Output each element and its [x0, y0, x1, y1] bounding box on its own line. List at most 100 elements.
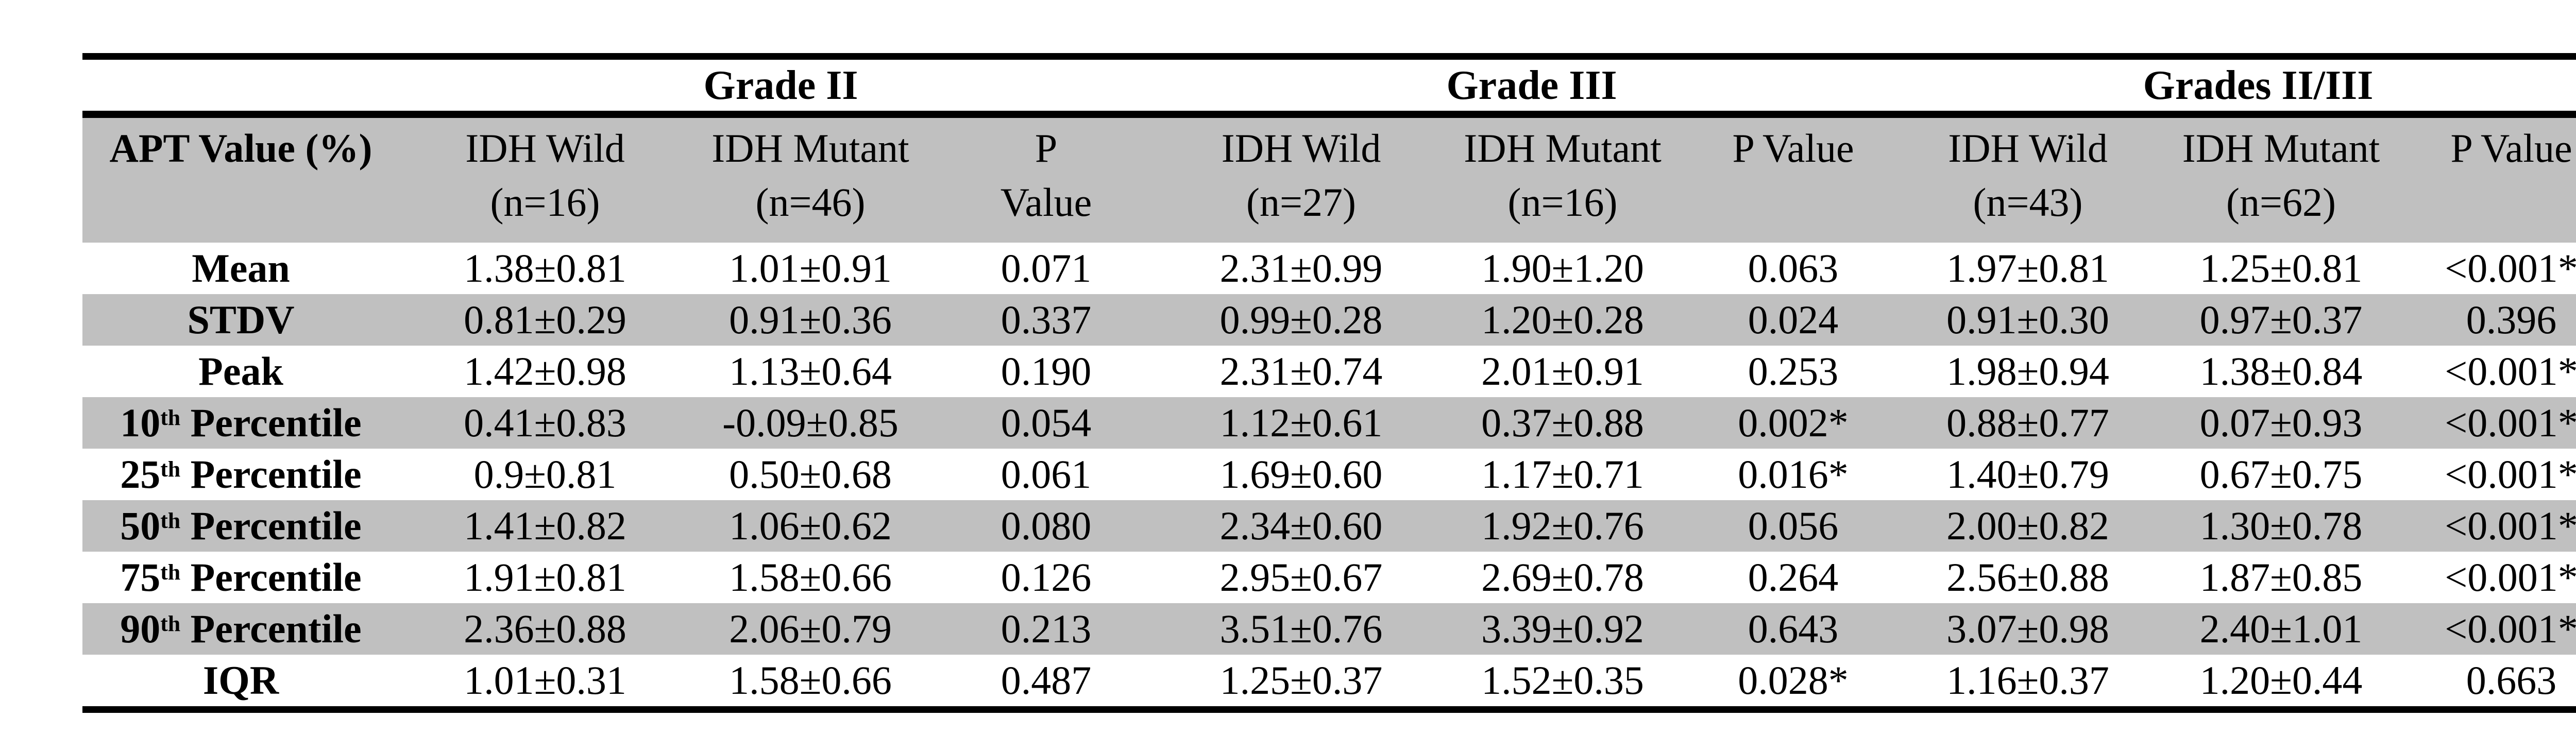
data-cell: 0.487	[930, 655, 1163, 713]
data-cell: 0.37±0.88	[1440, 397, 1686, 449]
data-cell: 2.00±0.82	[1901, 500, 2155, 552]
data-cell: 0.080	[930, 500, 1163, 552]
data-cell: 1.30±0.78	[2155, 500, 2408, 552]
row-label: 50th Percentile	[82, 500, 399, 552]
data-cell: 0.054	[930, 397, 1163, 449]
row-label: 90th Percentile	[82, 603, 399, 655]
data-cell: 0.81±0.29	[399, 294, 691, 346]
data-cell: 1.01±0.91	[729, 246, 892, 291]
data-cell: 0.97±0.37	[2155, 294, 2408, 346]
data-cell: 0.50±0.68	[729, 452, 892, 497]
data-cell: <0.001*	[2445, 555, 2576, 600]
data-cell: 2.06±0.79	[691, 603, 930, 655]
data-cell: 2.01±0.91	[1481, 349, 1644, 394]
data-cell: 1.58±0.66	[691, 655, 930, 713]
column-header-g3-p-value: P Value	[1685, 114, 1902, 243]
data-cell: 0.67±0.75	[2199, 452, 2363, 497]
column-header-apt-value: APT Value (%)	[82, 114, 399, 243]
data-cell: 1.40±0.79	[1946, 452, 2109, 497]
data-cell: 0.337	[930, 294, 1163, 346]
data-cell: 2.40±1.01	[2155, 603, 2408, 655]
data-cell: 2.95±0.67	[1219, 555, 1383, 600]
data-cell: 0.396	[2408, 294, 2576, 346]
data-cell: 1.97±0.81	[1946, 246, 2109, 291]
group-header-grades-2-3: Grades II/III	[1901, 56, 2576, 118]
data-cell: <0.001*	[2445, 452, 2576, 497]
data-cell: <0.001*	[2445, 246, 2576, 291]
column-header-g23-idh-wild: IDH Wild (n=43)	[1901, 114, 2155, 243]
data-cell: 1.12±0.61	[1162, 397, 1440, 449]
data-cell: 1.06±0.62	[691, 500, 930, 552]
data-cell: 1.98±0.94	[1946, 349, 2109, 394]
row-label: Mean	[192, 246, 290, 291]
row-label: 25th Percentile	[120, 452, 362, 497]
table-row-75th-percentile: 75th Percentile 1.91±0.81 1.58±0.66 0.12…	[82, 552, 2576, 603]
data-cell: 1.25±0.37	[1162, 655, 1440, 713]
data-cell: 1.38±0.81	[464, 246, 626, 291]
data-cell: 2.31±0.74	[1219, 349, 1383, 394]
data-cell: 0.024	[1685, 294, 1902, 346]
data-cell: 1.20±0.28	[1440, 294, 1686, 346]
data-cell: 0.663	[2408, 655, 2576, 713]
data-cell: 0.264	[1748, 555, 1839, 600]
data-cell: 0.016*	[1738, 452, 1849, 497]
table-row-stdv: STDV 0.81±0.29 0.91±0.36 0.337 0.99±0.28…	[82, 294, 2576, 346]
data-cell: 1.90±1.20	[1481, 246, 1644, 291]
data-cell: 0.91±0.36	[691, 294, 930, 346]
data-cell: 2.69±0.78	[1481, 555, 1644, 600]
data-cell: 0.061	[1001, 452, 1092, 497]
data-cell: -0.09±0.85	[691, 397, 930, 449]
data-cell: 1.69±0.60	[1219, 452, 1383, 497]
data-cell: 0.41±0.83	[399, 397, 691, 449]
data-cell: 3.51±0.76	[1162, 603, 1440, 655]
data-cell: 1.41±0.82	[399, 500, 691, 552]
grade-title-row: Grade II Grade III Grades II/III	[82, 56, 2576, 118]
data-cell: 0.9±0.81	[473, 452, 617, 497]
column-header-row: APT Value (%) IDH Wild (n=16) IDH Mutant(…	[82, 114, 2576, 243]
data-cell: 0.99±0.28	[1162, 294, 1440, 346]
column-header-g3-idh-wild: IDH Wild (n=27)	[1162, 114, 1440, 243]
table-row-10th-percentile: 10th Percentile 0.41±0.83 -0.09±0.85 0.0…	[82, 397, 2576, 449]
data-cell: 1.58±0.66	[729, 555, 892, 600]
data-cell: 1.42±0.98	[464, 349, 626, 394]
column-header-g23-p-value: P Value	[2408, 114, 2576, 243]
data-cell: 0.190	[1001, 349, 1092, 394]
column-header-g23-idh-mutant: IDH Mutant (n=62)	[2155, 114, 2408, 243]
data-cell: 1.87±0.85	[2199, 555, 2363, 600]
row-label: 75th Percentile	[120, 555, 362, 600]
group-header-grade-2: Grade II	[399, 56, 1163, 118]
data-cell: 2.56±0.88	[1946, 555, 2109, 600]
data-cell: 3.39±0.92	[1440, 603, 1686, 655]
data-cell: 0.002*	[1685, 397, 1902, 449]
table-row-90th-percentile: 90th Percentile 2.36±0.88 2.06±0.79 0.21…	[82, 603, 2576, 655]
table-row-iqr: IQR 1.01±0.31 1.58±0.66 0.487 1.25±0.37 …	[82, 655, 2576, 713]
data-cell: 2.31±0.99	[1219, 246, 1383, 291]
data-cell: <0.001*	[2408, 603, 2576, 655]
table-row-50th-percentile: 50th Percentile 1.41±0.82 1.06±0.62 0.08…	[82, 500, 2576, 552]
table-row-mean: Mean 1.38±0.81 1.01±0.91 0.071 2.31±0.99…	[82, 243, 2576, 294]
data-cell: <0.001*	[2445, 349, 2576, 394]
data-cell: 0.253	[1748, 349, 1839, 394]
data-cell: 3.07±0.98	[1901, 603, 2155, 655]
data-cell: 1.38±0.84	[2199, 349, 2363, 394]
data-cell: 0.88±0.77	[1901, 397, 2155, 449]
data-cell: 1.17±0.71	[1481, 452, 1644, 497]
column-header-g3-idh-mutant: IDH Mutant (n=16)	[1440, 114, 1686, 243]
data-cell: 0.91±0.30	[1901, 294, 2155, 346]
data-cell: <0.001*	[2408, 500, 2576, 552]
data-cell: 1.13±0.64	[729, 349, 892, 394]
column-header-g2-idh-wild: IDH Wild (n=16)	[399, 114, 691, 243]
data-cell: 2.36±0.88	[399, 603, 691, 655]
data-cell: 0.643	[1685, 603, 1902, 655]
data-cell: 0.07±0.93	[2155, 397, 2408, 449]
data-cell: 1.01±0.31	[399, 655, 691, 713]
title-spacer	[82, 56, 399, 118]
data-cell: 1.20±0.44	[2155, 655, 2408, 713]
group-header-grade-3: Grade III	[1162, 56, 1902, 118]
column-header-g2-idh-mutant: IDH Mutant (n=46)	[691, 114, 930, 243]
data-cell: 1.16±0.37	[1901, 655, 2155, 713]
table-row-peak: Peak 1.42±0.98 1.13±0.64 0.190 2.31±0.74…	[82, 346, 2576, 397]
data-cell: 1.25±0.81	[2199, 246, 2363, 291]
data-cell: 1.91±0.81	[464, 555, 626, 600]
data-cell: 1.92±0.76	[1440, 500, 1686, 552]
